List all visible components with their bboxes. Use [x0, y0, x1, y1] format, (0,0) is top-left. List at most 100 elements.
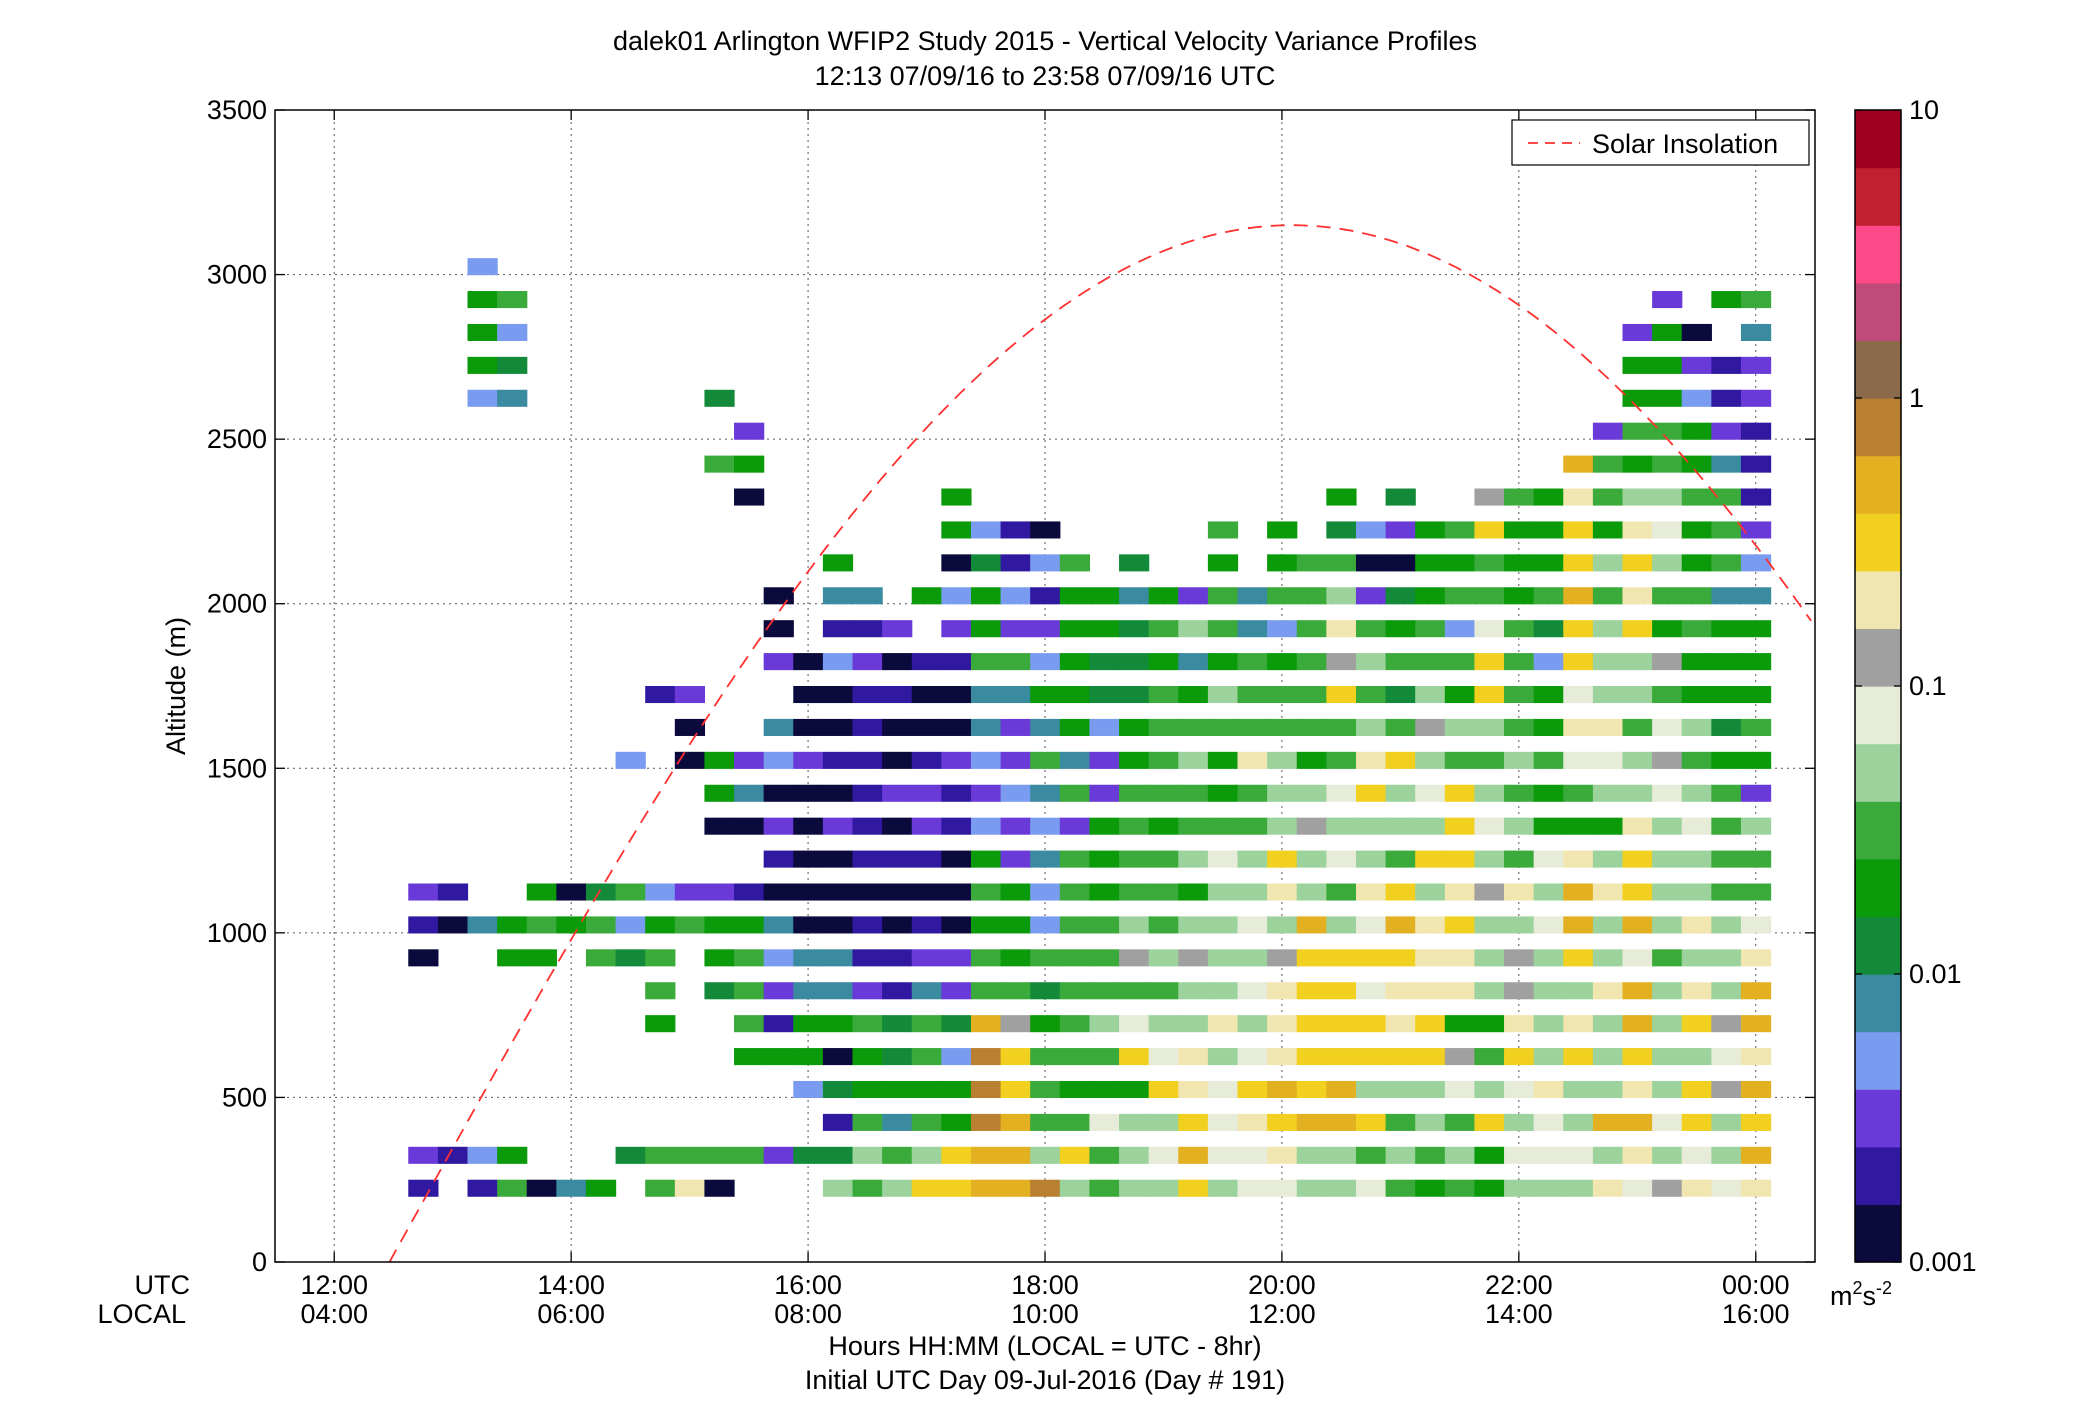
heatmap-cell — [1622, 1146, 1653, 1164]
heatmap-cell — [1178, 1179, 1209, 1197]
heatmap-cell — [1119, 817, 1150, 835]
heatmap-cell — [1681, 356, 1712, 374]
heatmap-cell — [1237, 1146, 1268, 1164]
heatmap-cell — [911, 850, 942, 868]
heatmap-cell — [941, 1113, 972, 1131]
heatmap-cell — [1652, 356, 1683, 374]
heatmap-cell — [1563, 718, 1594, 736]
heatmap-cell — [1267, 949, 1298, 967]
heatmap-cell — [1355, 521, 1387, 539]
heatmap-cell — [1267, 1113, 1298, 1131]
heatmap-cell — [1652, 751, 1683, 769]
heatmap-cell — [1415, 1048, 1446, 1066]
heatmap-cell — [585, 883, 617, 901]
colorbar-segment — [1855, 974, 1901, 1033]
heatmap-cell — [1030, 1146, 1061, 1164]
heatmap-cell — [1563, 850, 1594, 868]
heatmap-cell — [1592, 488, 1624, 506]
heatmap-cell — [1504, 1015, 1535, 1033]
heatmap-cell — [585, 949, 617, 967]
heatmap-cell — [1652, 488, 1683, 506]
heatmap-cell — [1119, 686, 1150, 704]
heatmap-cell — [1059, 1080, 1091, 1099]
heatmap-cell — [1533, 817, 1564, 835]
heatmap-cell — [1622, 1048, 1653, 1066]
heatmap-cell — [734, 949, 765, 967]
heatmap-cell — [467, 1146, 498, 1164]
x-axis-label: Hours HH:MM (LOCAL = UTC - 8hr) — [828, 1331, 1261, 1361]
heatmap-cell — [1652, 817, 1683, 835]
heatmap-cell — [1148, 982, 1179, 1000]
colorbar-tick-label: 1 — [1909, 383, 1924, 413]
y-tick-label: 1500 — [207, 753, 267, 783]
heatmap-cell — [1385, 620, 1416, 638]
heatmap-cell — [1740, 1113, 1772, 1131]
heatmap-cell — [1326, 1048, 1357, 1066]
heatmap-cell — [1533, 1015, 1564, 1033]
heatmap-cell — [1652, 323, 1683, 341]
heatmap-cell — [1089, 1146, 1120, 1164]
heatmap-cell — [1178, 1048, 1209, 1066]
heatmap-cell — [970, 784, 1002, 802]
heatmap-cell — [1059, 817, 1091, 835]
heatmap-cell — [941, 653, 972, 671]
heatmap-cell — [1474, 784, 1505, 802]
heatmap-cell — [1533, 653, 1564, 671]
heatmap-cell — [941, 686, 972, 704]
heatmap-cell — [1296, 686, 1327, 704]
heatmap-cell — [1563, 1048, 1594, 1066]
heatmap-cell — [852, 916, 883, 934]
heatmap-cell — [1030, 850, 1061, 868]
heatmap-cell — [1059, 1146, 1091, 1164]
heatmap-cell — [1740, 488, 1772, 506]
heatmap-cell — [852, 620, 883, 638]
heatmap-cell — [1355, 686, 1387, 704]
x-tick-label-local: 12:00 — [1248, 1299, 1316, 1329]
y-tick-label: 500 — [222, 1082, 267, 1112]
colorbar-segment — [1855, 570, 1901, 629]
y-tick-label: 3500 — [207, 95, 267, 125]
heatmap-cell — [763, 949, 794, 967]
heatmap-cell — [1622, 982, 1653, 1000]
heatmap-cell — [911, 751, 942, 769]
heatmap-cell — [1711, 949, 1742, 967]
heatmap-cell — [941, 554, 972, 572]
heatmap-cell — [882, 916, 913, 934]
heatmap-cell — [1504, 850, 1535, 868]
heatmap-cell — [1326, 1080, 1357, 1099]
heatmap-cell — [1444, 718, 1476, 736]
heatmap-cell — [1000, 686, 1031, 704]
heatmap-cell — [1355, 1179, 1387, 1197]
heatmap-cell — [1237, 751, 1268, 769]
heatmap-cell — [1089, 883, 1120, 901]
colorbar-segment — [1855, 225, 1901, 284]
heatmap-cell — [1681, 916, 1712, 934]
heatmap-cell — [1059, 916, 1091, 934]
heatmap-cell — [1237, 653, 1268, 671]
heatmap-cell — [1681, 784, 1712, 802]
heatmap-cell — [1059, 883, 1091, 901]
x-tick-label-utc: 20:00 — [1248, 1270, 1316, 1300]
heatmap-cell — [1385, 949, 1416, 967]
heatmap-cell — [1415, 1015, 1446, 1033]
heatmap-cell — [1296, 620, 1327, 638]
heatmap-cell — [1059, 718, 1091, 736]
heatmap-cell — [1296, 587, 1327, 605]
heatmap-cell — [1740, 291, 1772, 309]
heatmap-cell — [1148, 1015, 1179, 1033]
heatmap-cell — [704, 883, 735, 901]
heatmap-cell — [1030, 653, 1061, 671]
colorbar-segment — [1855, 110, 1901, 169]
heatmap-cell — [970, 718, 1002, 736]
heatmap-cell — [1563, 949, 1594, 967]
heatmap-cell — [1681, 488, 1712, 506]
heatmap-cell — [1504, 1113, 1535, 1131]
heatmap-cell — [852, 949, 883, 967]
heatmap-cell — [763, 916, 794, 934]
heatmap-cell — [1592, 1080, 1624, 1099]
heatmap-cell — [674, 1146, 706, 1164]
heatmap-cell — [1652, 1015, 1683, 1033]
heatmap-cell — [822, 883, 854, 901]
heatmap-cell — [1444, 686, 1476, 704]
